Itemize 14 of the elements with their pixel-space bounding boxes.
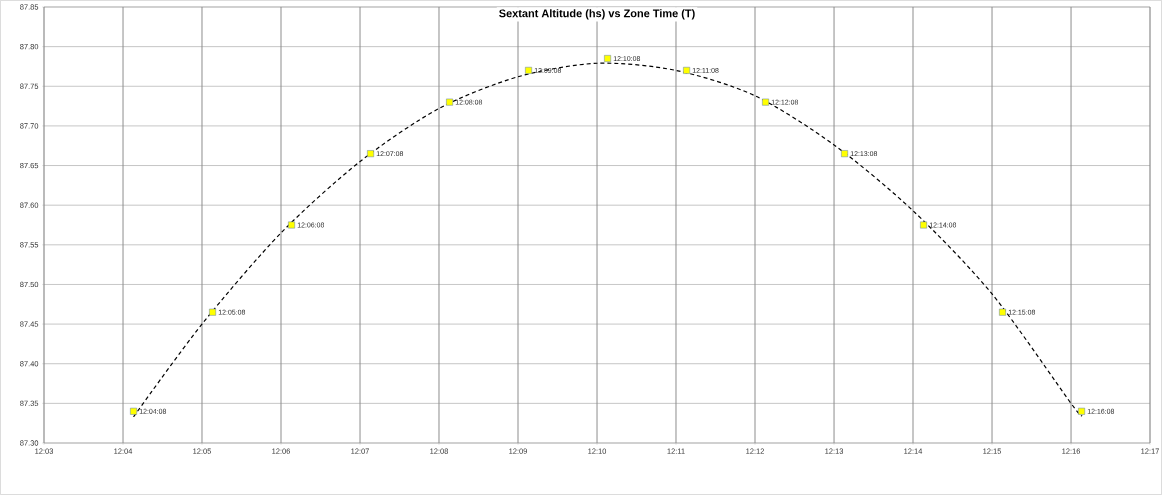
- point: [683, 66, 690, 74]
- point: [288, 221, 295, 229]
- point: [604, 55, 611, 62]
- point: [920, 221, 928, 229]
- point: [1078, 407, 1085, 415]
- point: [130, 407, 137, 415]
- point: [367, 150, 374, 158]
- point: [762, 98, 769, 106]
- chart-title: Sextant Altitude (hs) vs Zone Time (T): [499, 9, 695, 20]
- point: [525, 66, 532, 74]
- point: [446, 98, 453, 106]
- point: [841, 150, 848, 158]
- point: [209, 308, 216, 316]
- point: [999, 308, 1006, 316]
